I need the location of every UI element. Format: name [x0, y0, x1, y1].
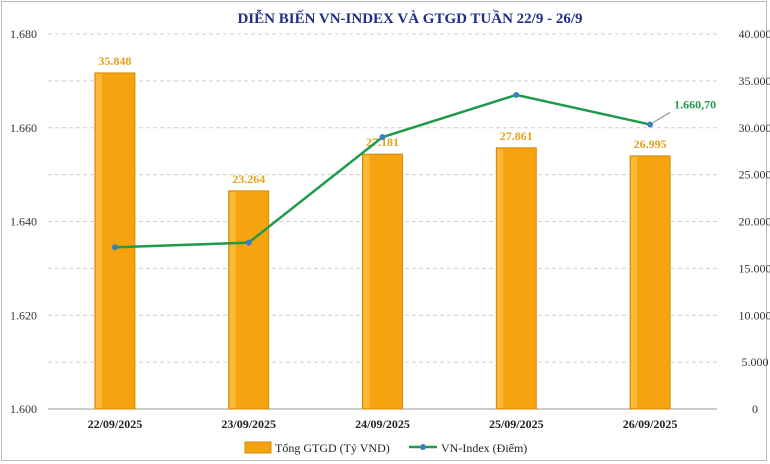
right-tick-label: 20.000: [739, 215, 770, 229]
category-label: 25/09/2025: [489, 417, 544, 431]
right-tick-label: 40.000: [739, 27, 770, 41]
line-data-label: 1.660,70: [674, 97, 716, 111]
bar-data-label: 35.848: [98, 54, 131, 68]
category-axis: 22/09/2025 23/09/2025 24/09/2025 25/09/2025…: [88, 417, 678, 431]
right-tick-label: 35.000: [739, 74, 770, 88]
bar-data-label: 26.995: [634, 137, 667, 151]
line-point: [379, 134, 386, 141]
category-label: 23/09/2025: [221, 417, 276, 431]
line-point: [245, 239, 252, 246]
left-axis: 1.600 1.620 1.640 1.660 1.680: [10, 27, 37, 416]
line-point: [111, 244, 118, 251]
right-tick-label: 10.000: [739, 308, 770, 322]
bar-highlight: [95, 73, 102, 409]
bar-highlight: [229, 191, 236, 408]
bar-highlight: [363, 155, 370, 408]
right-tick-label: 15.000: [739, 261, 770, 275]
bar-data-label: 27.861: [500, 129, 533, 143]
legend-line-label: VN-Index (Điểm): [441, 441, 527, 455]
line-point: [513, 91, 520, 98]
right-tick-label: 0: [752, 402, 758, 416]
category-label: 22/09/2025: [88, 417, 143, 431]
left-tick-label: 1.640: [10, 215, 37, 229]
legend-bar-swatch: [244, 441, 272, 454]
left-tick-label: 1.620: [10, 308, 37, 322]
right-tick-label: 5.000: [742, 355, 769, 369]
legend-line-marker: [420, 444, 426, 450]
legend-bar-label: Tổng GTGD (Tỷ VND): [275, 441, 390, 455]
line-point: [647, 121, 654, 128]
legend: Tổng GTGD (Tỷ VND) VN-Index (Điểm): [244, 441, 527, 455]
left-tick-label: 1.680: [10, 27, 37, 41]
category-label: 24/09/2025: [355, 417, 410, 431]
bar-data-label: 27.181: [366, 135, 399, 149]
line-series: 1.660,70: [111, 91, 716, 251]
bar-highlight: [497, 148, 504, 408]
right-axis: 0 5.000 10.000 15.000 20.000 25.000 30.000 35.0…: [739, 27, 770, 416]
line-label-leader: [652, 112, 671, 123]
right-tick-label: 25.000: [739, 168, 770, 182]
left-tick-label: 1.600: [10, 402, 37, 416]
chart-title: DIỄN BIẾN VN-INDEX VÀ GTGD TUẦN 22/9 - 2…: [237, 9, 582, 27]
bar-series: 35.848 23.264 27.181 27.861 26.995: [94, 54, 671, 410]
left-tick-label: 1.660: [10, 121, 37, 135]
bar-data-label: 23.264: [232, 172, 265, 186]
category-label: 26/09/2025: [623, 417, 678, 431]
bar-highlight: [631, 156, 638, 408]
right-tick-label: 30.000: [739, 121, 770, 135]
